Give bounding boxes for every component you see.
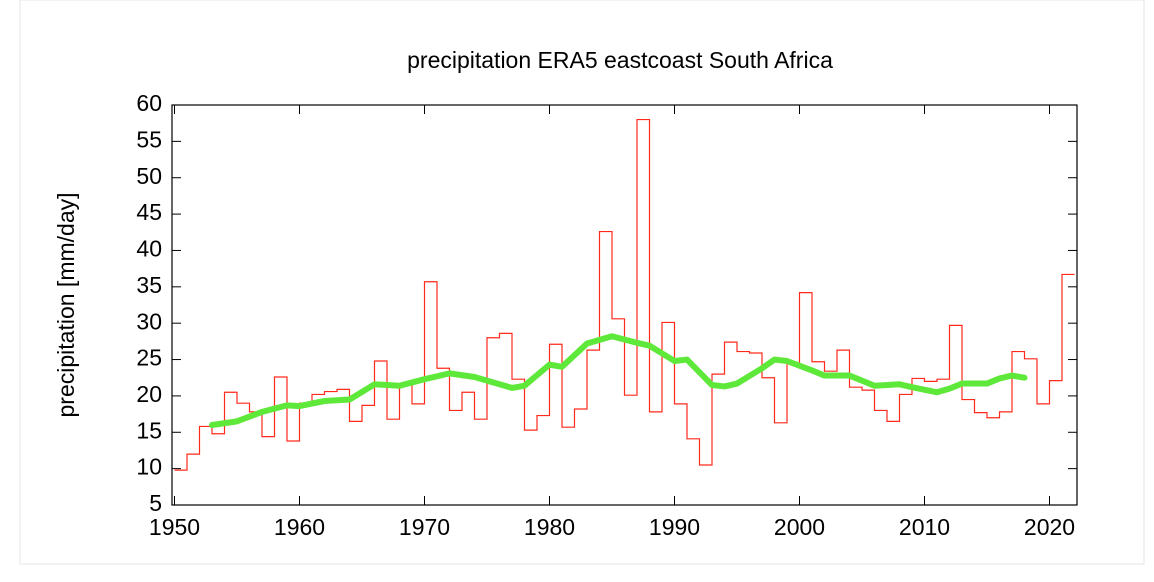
y-tick-label: 20 xyxy=(136,381,162,407)
chart-title: precipitation ERA5 eastcoast South Afric… xyxy=(407,47,833,73)
y-tick-label: 35 xyxy=(136,272,162,298)
y-tick-label: 30 xyxy=(136,308,162,334)
y-tick-label: 55 xyxy=(136,126,162,152)
y-tick-label: 25 xyxy=(136,345,162,371)
y-tick-label: 50 xyxy=(136,163,162,189)
y-tick-label: 40 xyxy=(136,236,162,262)
y-tick-label: 5 xyxy=(149,490,162,516)
x-tick-label: 1960 xyxy=(274,514,325,540)
x-tick-label: 1990 xyxy=(649,514,700,540)
x-tick-label: 1980 xyxy=(524,514,575,540)
x-tick-label: 2010 xyxy=(899,514,950,540)
y-tick-label: 15 xyxy=(136,417,162,443)
y-tick-label: 45 xyxy=(136,199,162,225)
plot-border xyxy=(171,104,1078,506)
precipitation-steps xyxy=(174,118,1075,471)
y-tick-label: 10 xyxy=(136,454,162,480)
x-tick-label: 2000 xyxy=(774,514,825,540)
y-tick-label: 60 xyxy=(136,90,162,116)
smoothed-line xyxy=(209,333,1028,428)
x-tick-label: 1970 xyxy=(399,514,450,540)
x-tick-label: 2020 xyxy=(1024,514,1075,540)
x-tick-label: 1950 xyxy=(149,514,200,540)
frame xyxy=(19,0,1145,565)
y-axis-label: precipitation [mm/day] xyxy=(53,193,79,418)
